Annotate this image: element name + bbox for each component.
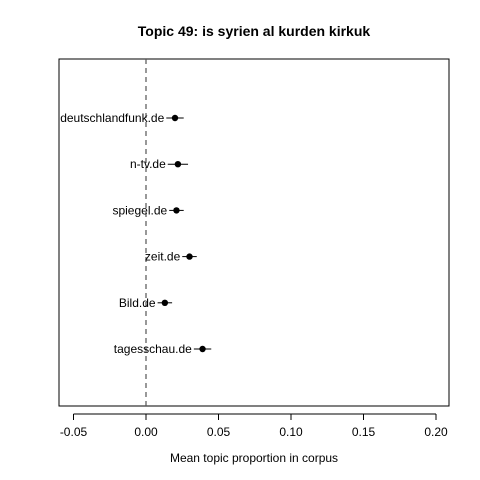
data-point-group: spiegel.de	[112, 203, 184, 217]
data-point	[186, 253, 193, 260]
x-tick-label: -0.05	[60, 425, 88, 439]
data-point	[171, 114, 179, 122]
x-axis-ticks: -0.05 0.00 0.05 0.10 0.15 0.20	[60, 414, 448, 439]
point-label: n-tv.de	[130, 157, 166, 171]
x-axis-label: Mean topic proportion in corpus	[170, 451, 338, 465]
x-tick-label: 0.05	[207, 425, 231, 439]
data-point	[199, 345, 206, 353]
data-point-group: zeit.de	[145, 250, 197, 264]
data-point-group: tagesschau.de	[114, 342, 212, 356]
data-point-group: Bild.de	[119, 296, 173, 310]
point-label: Bild.de	[119, 296, 156, 310]
x-tick-label: 0.10	[279, 425, 303, 439]
point-label: spiegel.de	[112, 203, 167, 217]
point-label: zeit.de	[145, 250, 181, 264]
point-label: tagesschau.de	[114, 342, 192, 356]
data-point-group: deutschlandfunk.de	[60, 111, 184, 125]
data-point	[161, 299, 169, 306]
point-label: deutschlandfunk.de	[60, 111, 164, 125]
data-points: deutschlandfunk.de n-tv.de spiegel.de zeit.…	[60, 111, 212, 356]
chart-title: Topic 49: is syrien al kurden kirkuk	[138, 23, 371, 39]
x-tick-label: 0.20	[424, 425, 448, 439]
plot-frame	[58, 58, 450, 407]
data-point	[173, 207, 180, 214]
x-tick-label: 0.15	[352, 425, 376, 439]
data-point-group: n-tv.de	[130, 157, 189, 171]
x-tick-label: 0.00	[134, 425, 158, 439]
data-point	[174, 161, 182, 168]
